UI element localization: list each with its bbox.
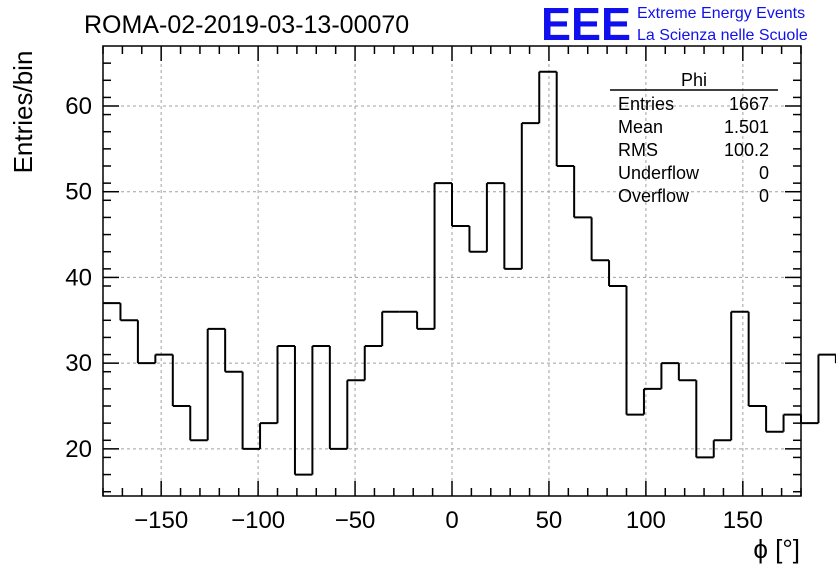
x-tick-labels: −150 −100 −50 0 50 100 150 — [134, 507, 763, 534]
histogram-bars — [103, 70, 836, 476]
eee-logo-mark: EEE — [541, 0, 631, 50]
x-tick-label: −150 — [134, 507, 188, 534]
x-tick-label: 50 — [536, 507, 563, 534]
y-tick-labels: 20 30 40 50 60 — [65, 93, 92, 463]
stats-row-value: 100.2 — [724, 140, 769, 160]
y-axis-title: Entries/bin — [8, 51, 38, 174]
y-tick-label: 50 — [65, 179, 92, 206]
x-tick-label: 100 — [626, 507, 666, 534]
chart-title: ROMA-02-2019-03-13-00070 — [84, 11, 409, 39]
eee-logo: EEE Extreme Energy Events La Scienza nel… — [541, 0, 808, 50]
stats-row-label: Overflow — [618, 186, 690, 206]
stats-row-label: Underflow — [618, 163, 700, 183]
stats-row-label: Entries — [618, 94, 674, 114]
x-axis-title: ϕ [°] — [753, 534, 800, 564]
logo-line-2: La Scienza nelle Scuole — [637, 27, 808, 44]
y-tick-label: 40 — [65, 264, 92, 291]
logo-line-1: Extreme Energy Events — [637, 5, 805, 22]
stats-row-value: 1.501 — [724, 117, 769, 137]
y-tick-label: 30 — [65, 350, 92, 377]
stats-row-label: Mean — [618, 117, 663, 137]
stats-row-value: 0 — [759, 186, 769, 206]
stats-row-value: 0 — [759, 163, 769, 183]
stats-row-value: 1667 — [729, 94, 769, 114]
stats-box: Phi Entries 1667 Mean 1.501 RMS 100.2 Underflo… — [610, 70, 778, 206]
stats-box-title: Phi — [681, 70, 707, 90]
axis-ticks — [102, 46, 802, 496]
stats-row-label: RMS — [618, 140, 658, 160]
grid-lines — [103, 46, 801, 496]
x-tick-label: −100 — [231, 507, 285, 534]
x-tick-label: −50 — [335, 507, 376, 534]
y-tick-label: 60 — [65, 93, 92, 120]
y-tick-label: 20 — [65, 436, 92, 463]
stats-rows: Entries 1667 Mean 1.501 RMS 100.2 Underflow 0 Ov… — [618, 94, 769, 206]
x-tick-label: 150 — [723, 507, 763, 534]
x-tick-label: 0 — [445, 507, 458, 534]
